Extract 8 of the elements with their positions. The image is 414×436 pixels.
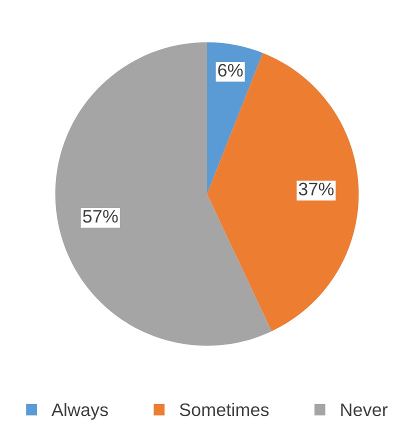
legend-label: Sometimes — [180, 402, 269, 416]
data-label: 6% — [218, 64, 243, 77]
legend-label: Never — [341, 404, 388, 416]
pie-slice — [207, 52, 359, 332]
data-label: 57% — [83, 210, 118, 223]
data-label: 37% — [298, 182, 334, 196]
legend-label: Always — [51, 402, 108, 420]
pie-slice — [55, 42, 272, 346]
